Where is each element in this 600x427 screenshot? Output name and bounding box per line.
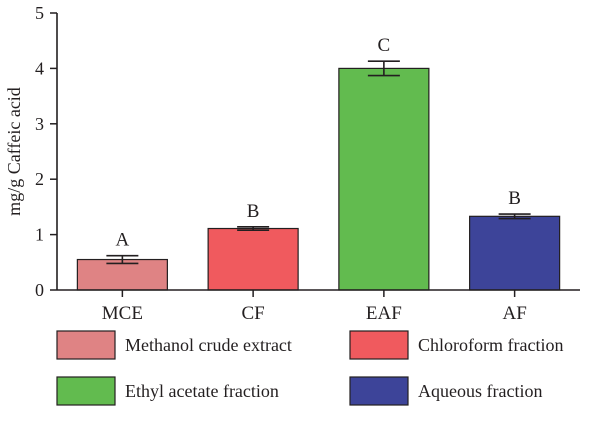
x-tick-label-af: AF (502, 303, 526, 324)
bar-cf (207, 227, 299, 291)
legend-label-3: Ethyl acetate fraction (125, 381, 279, 401)
bar-eaf (338, 67, 430, 291)
y-tick-label: 5 (35, 3, 44, 23)
y-tick-label: 0 (35, 280, 44, 300)
y-tick-label: 1 (35, 225, 44, 245)
y-tick-label: 4 (35, 58, 44, 78)
significance-letter-af: B (508, 188, 521, 209)
significance-letter-cf: B (247, 201, 260, 222)
significance-letter-mce: A (116, 230, 130, 251)
legend-swatch-4 (349, 376, 409, 406)
legend-swatch-1 (56, 330, 116, 360)
y-tick-label: 2 (35, 169, 44, 189)
plot-area: A MCE B CF C EAF B AF 0 1 2 3 4 5 mg/g Caffeic acid (4, 3, 580, 324)
y-tick-label: 3 (35, 114, 44, 134)
bar-mce (76, 258, 168, 291)
legend-label-2: Chloroform fraction (418, 335, 563, 355)
legend: Methanol crude extract Chloroform fractio… (56, 330, 563, 406)
legend-label-4: Aqueous fraction (418, 381, 542, 401)
y-axis-label: mg/g Caffeic acid (4, 87, 24, 216)
bar-af (469, 215, 561, 291)
x-tick-label-eaf: EAF (366, 303, 402, 324)
x-tick-label-cf: CF (242, 303, 265, 324)
significance-letter-eaf: C (378, 35, 391, 56)
legend-label-1: Methanol crude extract (125, 335, 292, 355)
legend-swatch-2 (349, 330, 409, 360)
legend-swatch-3 (56, 376, 116, 406)
x-tick-label-mce: MCE (102, 303, 143, 324)
